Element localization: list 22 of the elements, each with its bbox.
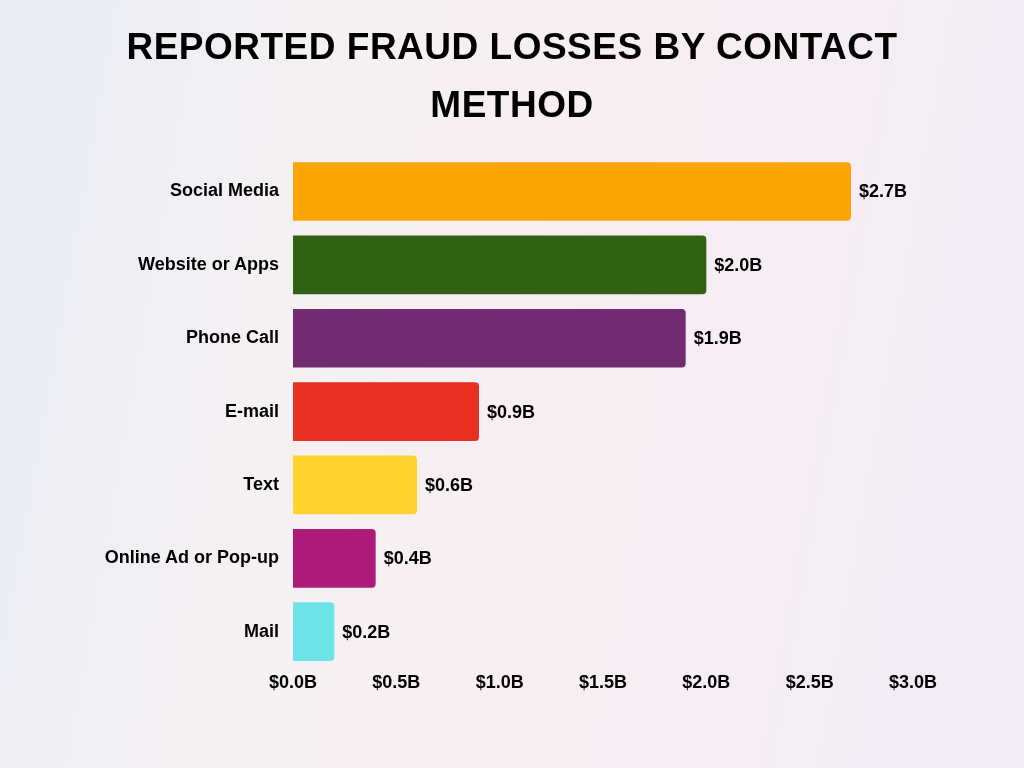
chart-title: REPORTED FRAUD LOSSES BY CONTACT METHOD — [125, 25, 899, 127]
x-tick-label: $0.0B — [268, 672, 318, 693]
data-label: $0.4B — [383, 548, 432, 569]
data-label: $0.2B — [342, 621, 391, 642]
x-tick-label: $2.0B — [682, 672, 731, 693]
data-label: $0.9B — [487, 401, 536, 422]
data-label: $2.7B — [859, 181, 908, 202]
x-tick-label: $2.5B — [785, 672, 834, 693]
y-tick-label: Phone Call — [185, 327, 279, 348]
x-tick-label: $1.0B — [475, 672, 524, 693]
x-tick-label: $0.5B — [372, 672, 421, 693]
y-tick-label: E-mail — [224, 400, 279, 421]
y-tick-label: Online Ad or Pop-up — [104, 547, 279, 568]
x-tick-label: $3.0B — [888, 672, 938, 693]
y-tick-label: Mail — [243, 620, 279, 641]
y-tick-label: Text — [243, 473, 279, 494]
y-tick-label: Social Media — [169, 180, 280, 201]
data-label: $2.0B — [714, 254, 763, 275]
data-label: $1.9B — [693, 328, 742, 349]
y-tick-label: Website or Apps — [137, 253, 279, 274]
data-label: $0.6B — [425, 474, 474, 495]
x-tick-label: $1.5B — [578, 672, 628, 693]
